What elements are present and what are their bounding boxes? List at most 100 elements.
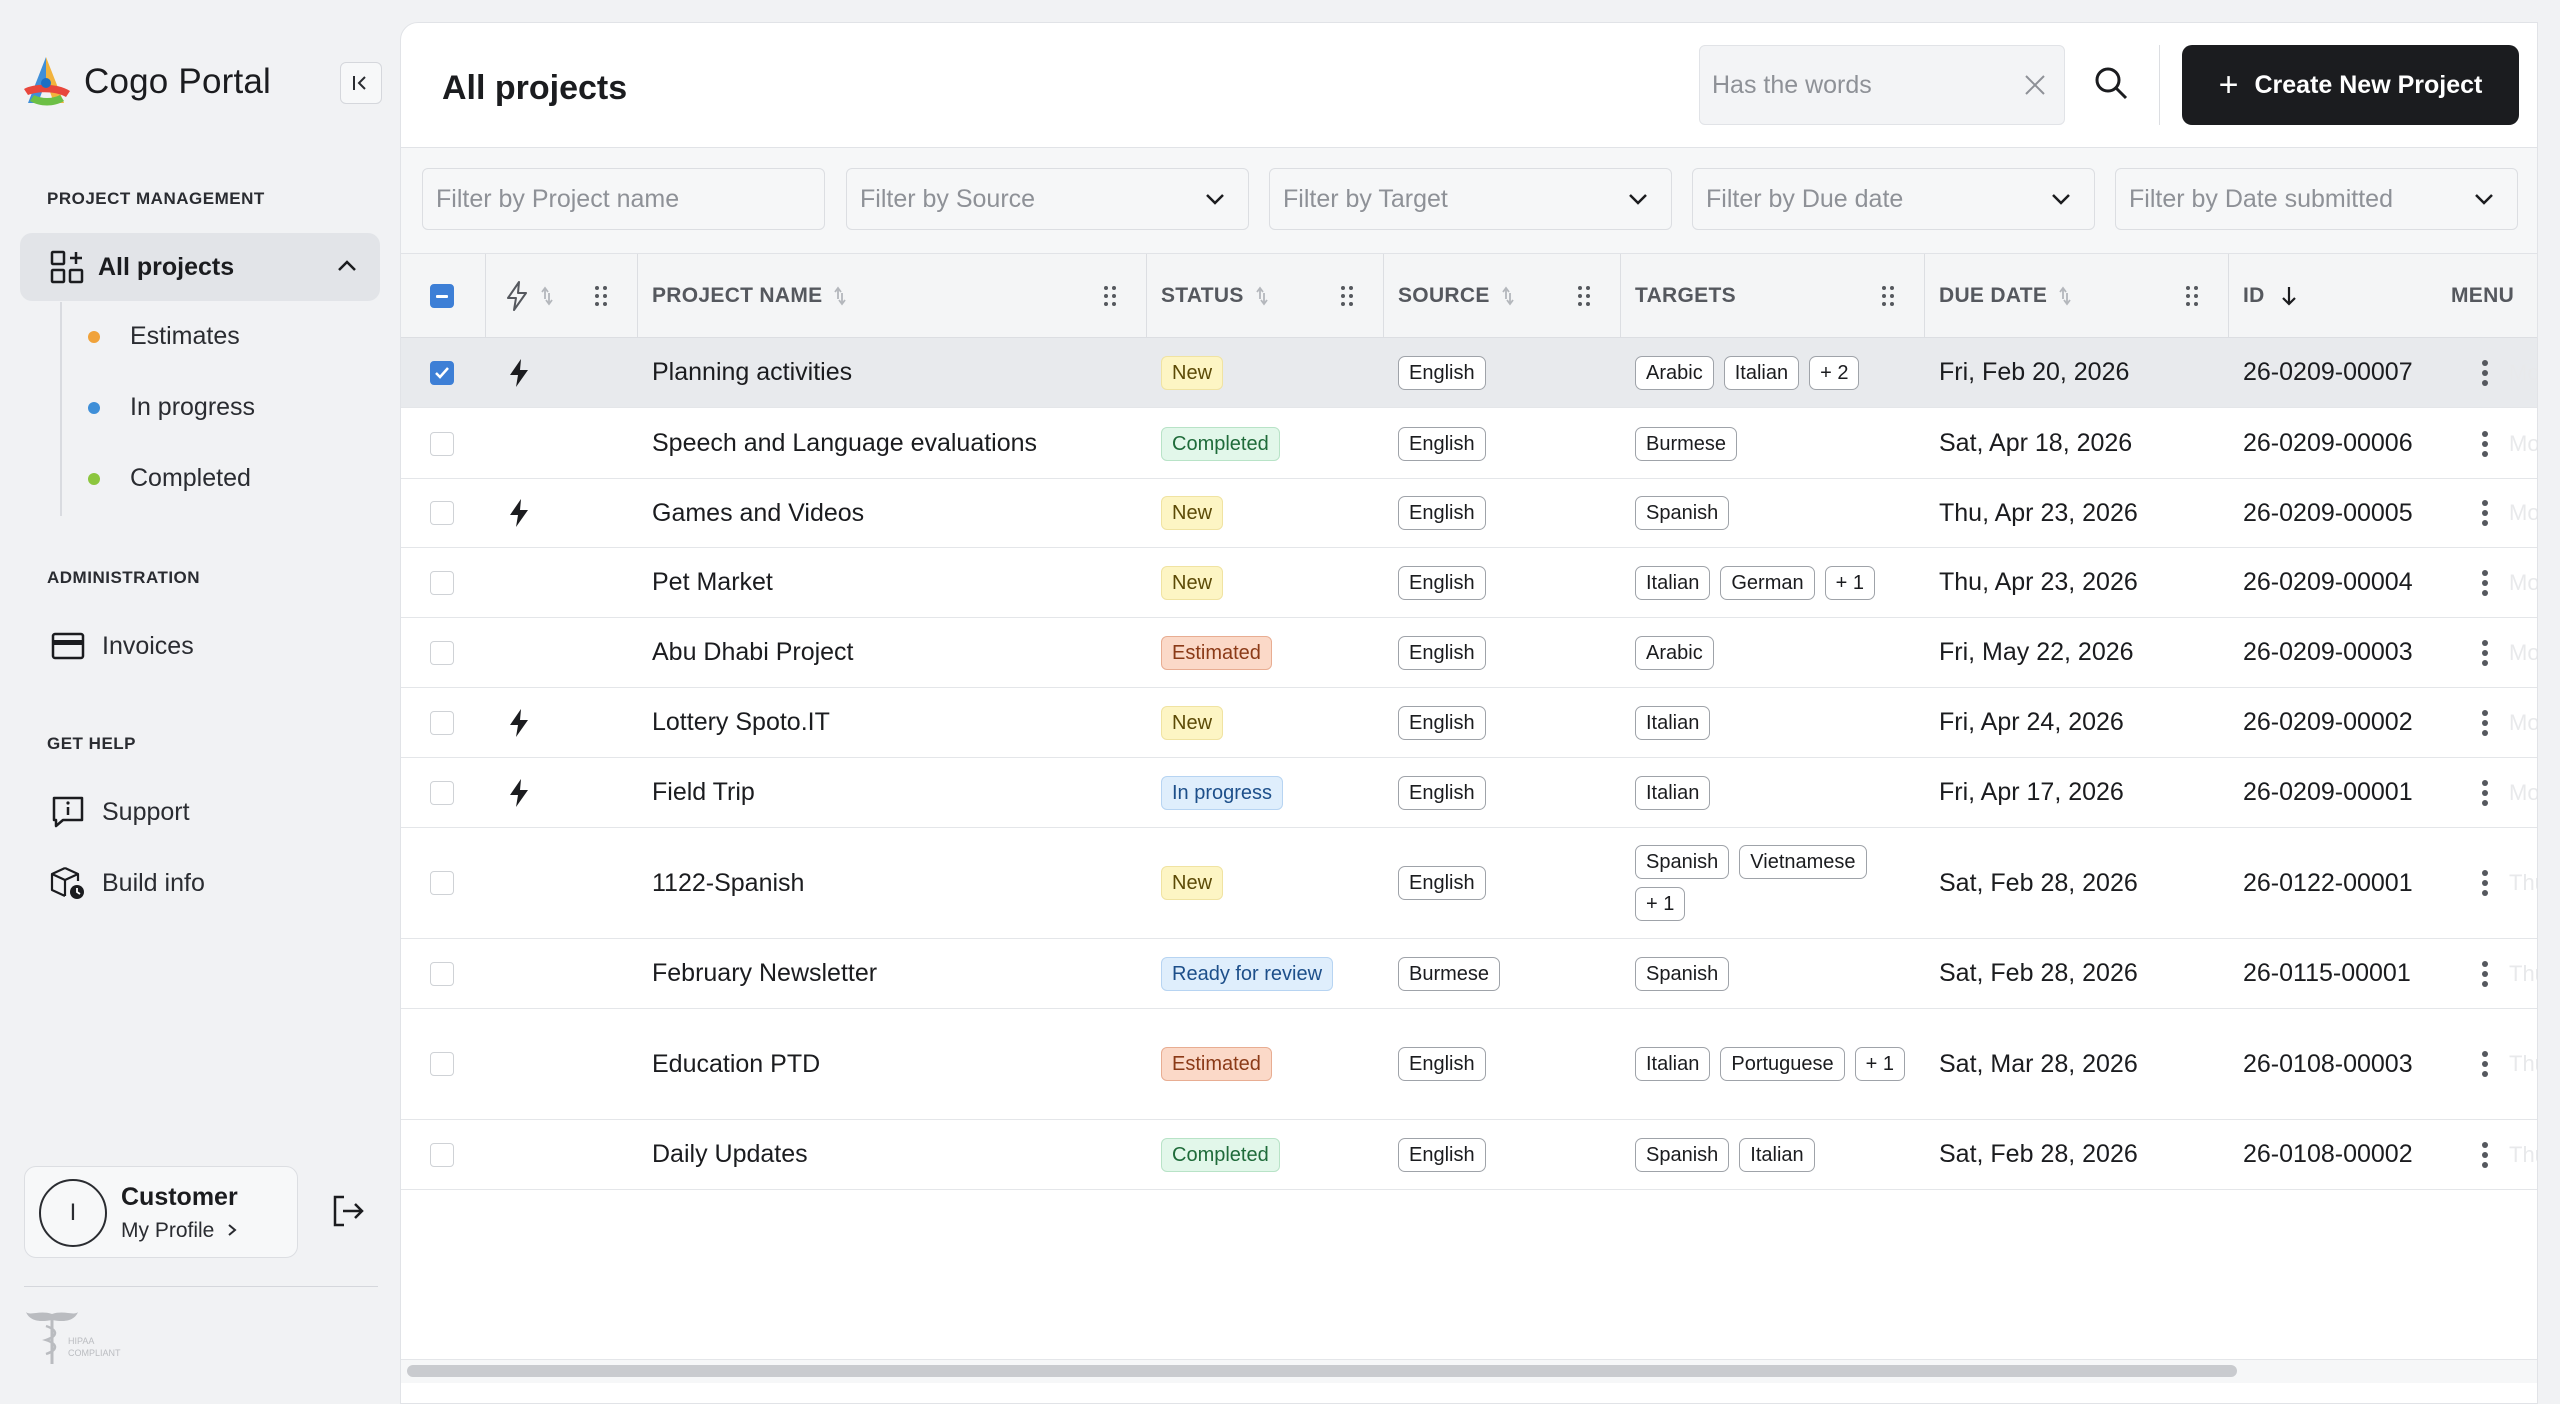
more-targets-tag[interactable]: + 1 (1854, 1047, 1906, 1081)
filter-target[interactable]: Filter by Target (1269, 168, 1672, 230)
row-menu-button[interactable] (2481, 338, 2491, 407)
sidebar-item-in-progress[interactable]: In progress (88, 393, 255, 422)
sort-icon[interactable] (1254, 285, 1270, 307)
sort-icon[interactable] (539, 285, 555, 307)
logout-icon[interactable] (330, 1193, 366, 1229)
row-checkbox[interactable] (430, 1120, 454, 1189)
my-profile-link[interactable]: My Profile (121, 1219, 238, 1243)
row-checkbox[interactable] (430, 338, 454, 407)
urgent-column-header[interactable] (505, 254, 555, 338)
project-name-cell[interactable]: Field Trip (652, 778, 755, 806)
table-row[interactable]: Planning activities New English Arabic Itali… (401, 338, 2537, 408)
clear-search-icon[interactable] (2022, 72, 2048, 98)
table-row[interactable]: Speech and Language evaluations Completed… (401, 409, 2537, 479)
source-language-tag: English (1398, 565, 1486, 600)
row-menu-button[interactable] (2481, 939, 2491, 1008)
row-checkbox[interactable] (430, 688, 454, 757)
project-name-cell[interactable]: Abu Dhabi Project (652, 638, 854, 666)
brand[interactable]: Cogo Portal (20, 55, 271, 109)
project-name-cell[interactable]: 1122-Spanish (652, 868, 805, 897)
create-new-project-button[interactable]: + Create New Project (2182, 45, 2519, 125)
project-name-cell[interactable]: February Newsletter (652, 959, 878, 987)
sidebar-item-build-info[interactable]: Build info (50, 865, 205, 901)
more-targets-tag[interactable]: + 1 (1824, 565, 1875, 600)
more-vertical-icon (2482, 430, 2488, 457)
row-menu-button[interactable] (2481, 1009, 2491, 1119)
table-row[interactable]: Education PTD Estimated English Italian Port… (401, 1009, 2537, 1120)
row-menu-button[interactable] (2481, 1120, 2491, 1189)
select-all-checkbox[interactable] (430, 254, 454, 338)
project-name-cell[interactable]: Lottery Spoto.IT (652, 708, 830, 736)
row-menu-button[interactable] (2481, 409, 2491, 478)
table-row[interactable]: Abu Dhabi Project Estimated English Arabic F… (401, 618, 2537, 688)
sort-icon[interactable] (832, 285, 848, 307)
table-row[interactable]: 1122-Spanish New English Spanish Vietnamese +… (401, 828, 2537, 939)
filter-source[interactable]: Filter by Source (846, 168, 1249, 230)
chevron-right-icon (228, 1224, 237, 1236)
profile-card[interactable]: I Customer My Profile (24, 1166, 298, 1258)
row-menu-button[interactable] (2481, 828, 2491, 938)
row-checkbox[interactable] (430, 479, 454, 547)
row-checkbox[interactable] (430, 548, 454, 617)
more-targets-tag[interactable]: + 1 (1635, 887, 1686, 921)
search-field[interactable] (1699, 45, 2065, 125)
search-input[interactable] (1712, 46, 2012, 124)
project-name-cell[interactable]: Education PTD (652, 1049, 821, 1078)
table-row[interactable]: Daily Updates Completed English Spanish Ital… (401, 1120, 2537, 1190)
sidebar-divider (24, 1286, 378, 1287)
drag-handle-icon[interactable] (1340, 284, 1354, 308)
table-row[interactable]: Games and Videos New English Spanish Thu, Ap… (401, 479, 2537, 548)
sidebar-item-completed[interactable]: Completed (88, 464, 251, 493)
row-menu-button[interactable] (2481, 688, 2491, 757)
project-name-cell[interactable]: Games and Videos (652, 498, 865, 527)
checkbox-box (430, 710, 454, 735)
filter-date-submitted[interactable]: Filter by Date submitted (2115, 168, 2518, 230)
collapse-sidebar-button[interactable] (340, 62, 382, 104)
row-checkbox[interactable] (430, 618, 454, 687)
row-menu-button[interactable] (2481, 548, 2491, 617)
project-name-cell[interactable]: Pet Market (652, 568, 773, 596)
search-icon[interactable] (2091, 63, 2131, 103)
drag-handle-icon[interactable] (594, 284, 608, 308)
drag-handle-icon[interactable] (1577, 284, 1591, 308)
drag-handle-icon[interactable] (1103, 284, 1117, 308)
sidebar-item-all-projects[interactable]: All projects (20, 233, 380, 301)
row-checkbox[interactable] (430, 409, 454, 478)
row-menu-button[interactable] (2481, 618, 2491, 687)
urgent-indicator (507, 479, 531, 547)
drag-handle-icon[interactable] (1881, 284, 1895, 308)
row-checkbox[interactable] (430, 828, 454, 938)
more-targets-tag[interactable]: + 2 (1809, 355, 1860, 390)
column-header-id[interactable]: ID (2243, 254, 2299, 338)
row-menu-button[interactable] (2481, 479, 2491, 547)
sort-icon[interactable] (1500, 285, 1516, 307)
row-checkbox[interactable] (430, 758, 454, 827)
project-name-cell[interactable]: Daily Updates (652, 1140, 808, 1168)
table-row[interactable]: Field Trip In progress English Italian Fri, … (401, 758, 2537, 828)
horizontal-scrollbar[interactable] (407, 1365, 2237, 1377)
column-header-source[interactable]: SOURCE (1398, 254, 1516, 338)
sort-descending-icon[interactable] (2279, 284, 2299, 308)
column-header-project-name[interactable]: PROJECT NAME (652, 254, 848, 338)
filter-due-date[interactable]: Filter by Due date (1692, 168, 2095, 230)
table-row[interactable]: Lottery Spoto.IT New English Italian Fri, Ap… (401, 688, 2537, 758)
column-header-due-date[interactable]: DUE DATE (1939, 254, 2073, 338)
table-row[interactable]: Pet Market New English Italian German + 1 Thu,… (401, 548, 2537, 618)
status-badge: Ready for review (1161, 956, 1334, 991)
row-checkbox[interactable] (430, 939, 454, 1008)
sidebar-item-invoices[interactable]: Invoices (50, 628, 194, 664)
project-name-cell[interactable]: Planning activities (652, 358, 853, 386)
sort-icon[interactable] (2057, 285, 2073, 307)
source-language-tag: English (1398, 1137, 1486, 1172)
drag-handle-icon[interactable] (2185, 284, 2199, 308)
column-header-status[interactable]: STATUS (1161, 254, 1270, 338)
sidebar-item-estimates[interactable]: Estimates (88, 322, 240, 351)
filter-project-name[interactable]: Filter by Project name (422, 168, 825, 230)
row-checkbox[interactable] (430, 1009, 454, 1119)
table-row[interactable]: February Newsletter Ready for review Burme… (401, 939, 2537, 1009)
row-menu-button[interactable] (2481, 758, 2491, 827)
sidebar-item-support[interactable]: Support (50, 794, 190, 830)
project-name-cell[interactable]: Speech and Language evaluations (652, 429, 1038, 457)
checkbox-box (430, 640, 454, 665)
column-header-targets[interactable]: TARGETS (1635, 254, 1736, 338)
